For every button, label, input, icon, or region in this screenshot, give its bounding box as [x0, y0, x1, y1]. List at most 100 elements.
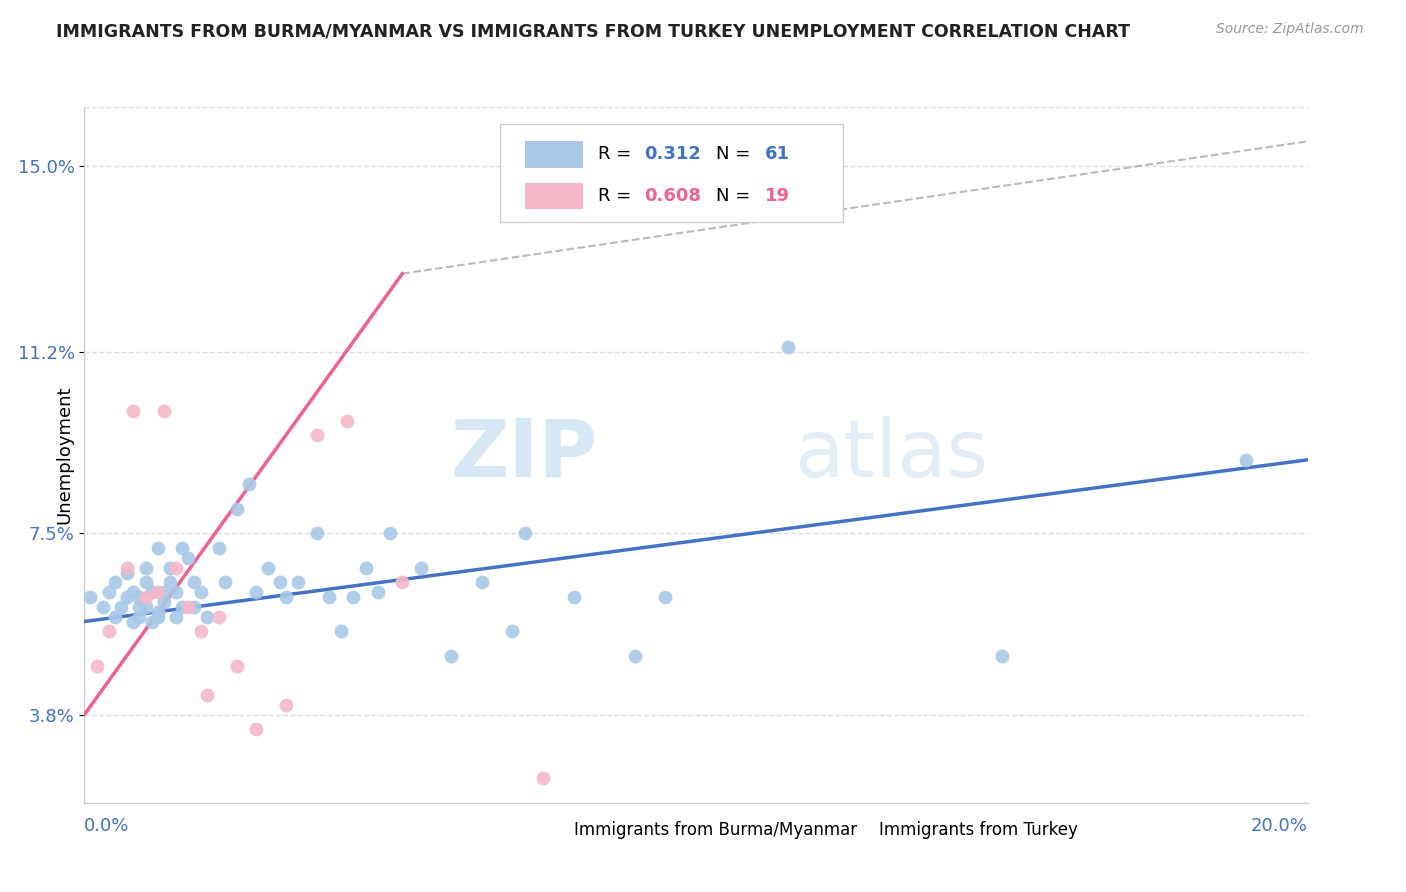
Point: [115, 566, 138, 580]
Point: [146, 541, 169, 555]
Point: [153, 404, 176, 418]
Text: 0.0%: 0.0%: [84, 817, 129, 836]
Point: [115, 560, 138, 574]
Point: [79, 590, 101, 604]
Point: [128, 609, 150, 624]
Point: [122, 585, 145, 599]
Point: [208, 541, 231, 555]
Point: [115, 590, 138, 604]
Point: [172, 599, 194, 614]
Text: 0.608: 0.608: [644, 187, 702, 205]
Y-axis label: Unemployment: Unemployment: [55, 385, 73, 524]
Point: [165, 585, 187, 599]
Point: [128, 590, 150, 604]
FancyBboxPatch shape: [524, 183, 583, 210]
Point: [97, 624, 120, 639]
Point: [190, 624, 212, 639]
Text: 61: 61: [765, 145, 790, 163]
Point: [654, 590, 676, 604]
Point: [391, 575, 413, 590]
Text: R =: R =: [598, 145, 637, 163]
Point: [269, 575, 291, 590]
Point: [97, 585, 120, 599]
Point: [91, 599, 114, 614]
Text: 0.312: 0.312: [644, 145, 702, 163]
Point: [110, 599, 132, 614]
Text: N =: N =: [716, 145, 755, 163]
Point: [177, 599, 200, 614]
Point: [128, 599, 150, 614]
Point: [287, 575, 309, 590]
Point: [177, 550, 200, 565]
Point: [122, 615, 145, 629]
Point: [165, 560, 187, 574]
Point: [276, 698, 298, 712]
Point: [195, 609, 218, 624]
Point: [624, 648, 647, 663]
Point: [190, 585, 212, 599]
Point: [440, 648, 463, 663]
Point: [776, 340, 799, 354]
Text: N =: N =: [716, 187, 755, 205]
Point: [276, 590, 298, 604]
Point: [562, 590, 585, 604]
Point: [146, 609, 169, 624]
Point: [159, 560, 181, 574]
Text: 19: 19: [765, 187, 790, 205]
Text: Immigrants from Turkey: Immigrants from Turkey: [880, 821, 1078, 839]
Text: ZIP: ZIP: [451, 416, 598, 494]
Point: [153, 585, 176, 599]
Point: [135, 560, 157, 574]
Point: [305, 428, 328, 442]
Point: [104, 609, 127, 624]
Point: [153, 595, 176, 609]
Point: [380, 526, 402, 541]
Text: Immigrants from Burma/Myanmar: Immigrants from Burma/Myanmar: [574, 821, 856, 839]
Point: [409, 560, 432, 574]
Point: [146, 605, 169, 619]
Point: [513, 526, 536, 541]
Point: [471, 575, 494, 590]
Point: [195, 688, 218, 702]
Point: [86, 658, 108, 673]
Point: [245, 585, 267, 599]
FancyBboxPatch shape: [513, 819, 561, 841]
Point: [159, 575, 181, 590]
Point: [354, 560, 377, 574]
Point: [146, 585, 169, 599]
Point: [342, 590, 364, 604]
Point: [257, 560, 280, 574]
Text: atlas: atlas: [794, 416, 988, 494]
FancyBboxPatch shape: [501, 124, 842, 222]
Point: [1236, 452, 1258, 467]
Point: [208, 609, 231, 624]
Text: Source: ZipAtlas.com: Source: ZipAtlas.com: [1216, 22, 1364, 37]
Text: 20.0%: 20.0%: [1251, 817, 1308, 836]
Point: [336, 414, 359, 428]
Point: [318, 590, 340, 604]
Point: [214, 575, 236, 590]
Point: [135, 599, 157, 614]
Point: [367, 585, 389, 599]
Point: [104, 575, 127, 590]
Point: [165, 609, 187, 624]
Point: [238, 477, 260, 491]
Point: [172, 541, 194, 555]
Point: [183, 575, 205, 590]
Point: [245, 723, 267, 737]
Text: IMMIGRANTS FROM BURMA/MYANMAR VS IMMIGRANTS FROM TURKEY UNEMPLOYMENT CORRELATION: IMMIGRANTS FROM BURMA/MYANMAR VS IMMIGRA…: [56, 22, 1130, 40]
Point: [531, 772, 554, 786]
FancyBboxPatch shape: [524, 141, 583, 168]
Point: [226, 658, 249, 673]
Point: [141, 615, 163, 629]
Point: [122, 404, 145, 418]
Point: [330, 624, 353, 639]
Text: R =: R =: [598, 187, 637, 205]
Point: [141, 585, 163, 599]
Point: [135, 590, 157, 604]
Point: [305, 526, 328, 541]
Point: [135, 575, 157, 590]
Point: [991, 648, 1014, 663]
Point: [183, 599, 205, 614]
Point: [226, 501, 249, 516]
